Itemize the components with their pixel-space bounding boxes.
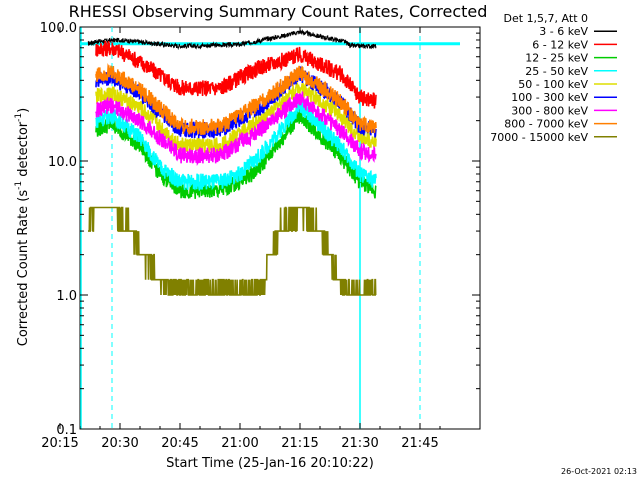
legend-label-5: 100 - 300 keV bbox=[511, 91, 588, 104]
y-tick-label-0: 0.1 bbox=[56, 423, 77, 438]
series-line-0 bbox=[87, 28, 377, 51]
x-tick-label-0: 20:15 bbox=[41, 436, 78, 451]
x-axis-label: Start Time (25-Jan-16 20:10:22) bbox=[166, 456, 374, 471]
legend-header: Det 1,5,7, Att 0 bbox=[504, 12, 588, 25]
x-tick-label-4: 21:15 bbox=[281, 436, 318, 451]
series-line-8 bbox=[88, 206, 377, 296]
y-axis-label: Corrected Count Rate (s-1 detector-1) bbox=[14, 108, 31, 346]
legend-label-4: 50 - 100 keV bbox=[518, 78, 588, 91]
legend-label-8: 7000 - 15000 keV bbox=[490, 131, 588, 144]
x-tick-label-3: 21:00 bbox=[221, 436, 258, 451]
y-label-sup2: -1 bbox=[14, 113, 24, 122]
plot-layer bbox=[79, 26, 481, 430]
y-label-sup1: -1 bbox=[14, 181, 24, 190]
y-label-mid: detector bbox=[16, 121, 31, 181]
x-tick-label-2: 20:45 bbox=[161, 436, 198, 451]
y-label-main: Corrected Count Rate (s bbox=[16, 190, 31, 347]
y-label-end: ) bbox=[16, 108, 31, 113]
x-tick-label-1: 20:30 bbox=[101, 436, 138, 451]
x-tick-label-5: 21:30 bbox=[341, 436, 378, 451]
legend-label-6: 300 - 800 keV bbox=[511, 104, 588, 117]
svg-text:Corrected Count Rate (s-1 dete: Corrected Count Rate (s-1 detector-1) bbox=[14, 108, 31, 346]
legend-label-2: 12 - 25 keV bbox=[525, 52, 588, 65]
y-tick-label-3: 100.0 bbox=[40, 21, 77, 36]
chart-title: RHESSI Observing Summary Count Rates, Co… bbox=[69, 2, 488, 21]
timestamp: 26-Oct-2021 02:13 bbox=[561, 467, 637, 476]
series-line-7 bbox=[95, 63, 377, 136]
series-line-4 bbox=[95, 82, 377, 154]
legend-label-3: 25 - 50 keV bbox=[525, 65, 588, 78]
legend-label-0: 3 - 6 keV bbox=[539, 25, 588, 38]
series-line-3 bbox=[95, 98, 377, 192]
y-tick-label-2: 10.0 bbox=[48, 155, 77, 170]
series-line-6 bbox=[95, 91, 377, 166]
legend-label-1: 6 - 12 keV bbox=[532, 38, 588, 51]
y-tick-label-1: 1.0 bbox=[56, 289, 77, 304]
ticks-layer: 20:15 20:30 20:45 21:00 21:15 21:30 21:45 0.1 1.… bbox=[40, 21, 480, 451]
legend-label-7: 800 - 7000 keV bbox=[504, 118, 588, 131]
series-line-1 bbox=[95, 40, 377, 109]
x-tick-label-6: 21:45 bbox=[401, 436, 438, 451]
